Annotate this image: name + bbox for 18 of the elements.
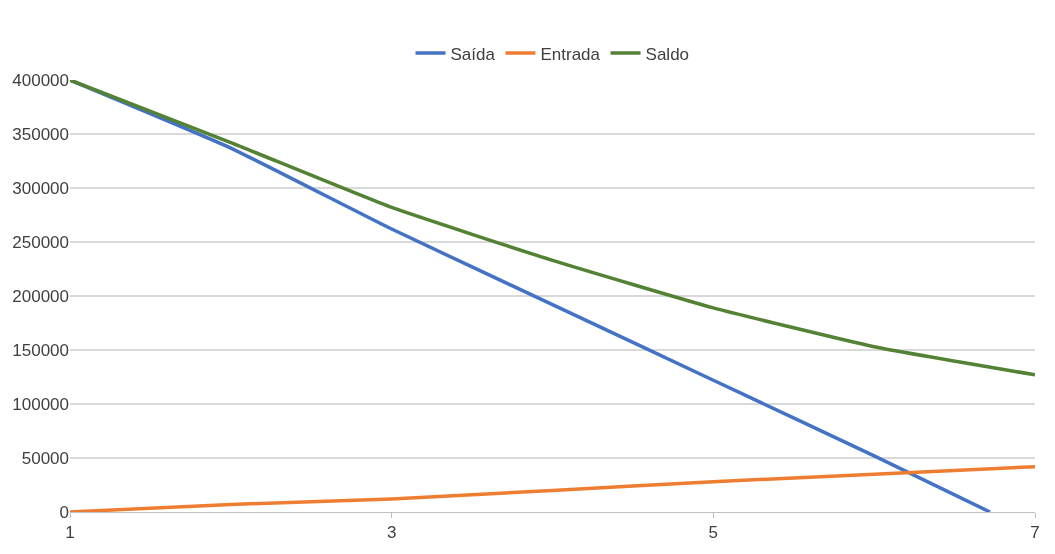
x-tick-label: 1 — [65, 523, 75, 543]
legend-label: Saldo — [645, 44, 690, 64]
y-tick-label: 200000 — [12, 286, 69, 306]
y-tick-label: 300000 — [12, 178, 69, 198]
legend-label: Entrada — [540, 44, 601, 64]
x-tick-label: 5 — [708, 523, 719, 543]
y-tick-label: 150000 — [12, 340, 69, 360]
y-tick-label: 100000 — [12, 394, 69, 414]
y-tick-label: 350000 — [12, 124, 69, 144]
y-tick-label: 50000 — [21, 448, 69, 468]
y-tick-label: 400000 — [12, 70, 69, 90]
y-tick-label: 250000 — [12, 232, 69, 252]
x-tick-label: 3 — [386, 523, 397, 543]
line-series — [70, 80, 992, 512]
x-tick-label: 7 — [1030, 523, 1040, 543]
line-series — [70, 80, 1035, 377]
legend-label: Saída — [450, 44, 496, 64]
y-tick-label: 0 — [59, 502, 69, 522]
